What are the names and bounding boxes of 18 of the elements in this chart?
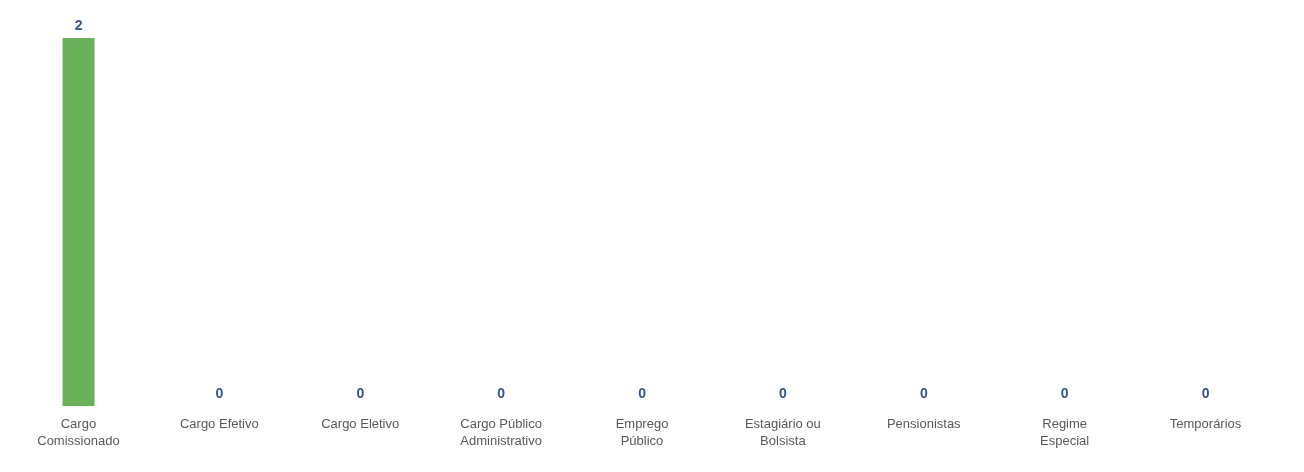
x-tick-label: Emprego Público <box>615 416 669 448</box>
x-tick-label: Cargo Comissionado <box>37 416 120 448</box>
data-label: 2 <box>74 17 83 33</box>
data-label: 0 <box>1060 385 1069 401</box>
x-tick-label: Cargo Eletivo <box>321 416 400 431</box>
x-tick-label: Cargo Efetivo <box>179 416 259 431</box>
data-label: 0 <box>1201 385 1210 401</box>
data-label: 0 <box>356 385 365 401</box>
data-label: 0 <box>638 385 647 401</box>
x-tick-label: Regime Especial <box>1040 416 1090 448</box>
data-label: 0 <box>215 385 224 401</box>
data-label: 0 <box>497 385 506 401</box>
x-tick-label: Temporários <box>1169 416 1242 431</box>
data-label: 0 <box>919 385 928 401</box>
x-tick-label: Estagiário ou Bolsista <box>744 416 821 448</box>
x-tick-label: Pensionistas <box>886 416 962 431</box>
x-tick-label: Cargo Público Administrativo <box>460 416 542 448</box>
data-label: 0 <box>779 385 788 401</box>
